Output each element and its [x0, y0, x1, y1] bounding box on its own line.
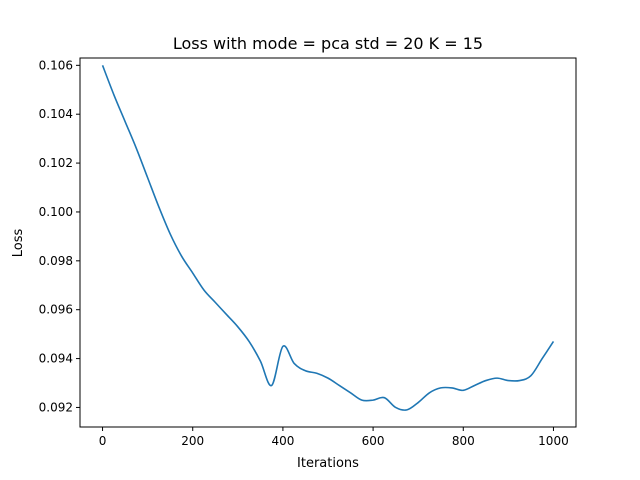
x-tick-label: 600 [362, 434, 385, 448]
y-tick-label: 0.092 [39, 400, 73, 414]
x-tick-label: 800 [452, 434, 475, 448]
chart-title: Loss with mode = pca std = 20 K = 15 [173, 34, 483, 53]
y-tick-label: 0.096 [39, 303, 73, 317]
x-tick-label: 0 [99, 434, 107, 448]
y-tick-label: 0.106 [39, 58, 73, 72]
y-tick-label: 0.094 [39, 352, 73, 366]
x-axis: 0 200 400 600 800 1000 [99, 427, 569, 448]
y-tick-label: 0.100 [39, 205, 73, 219]
y-tick-label: 0.098 [39, 254, 73, 268]
x-tick-label: 1000 [538, 434, 569, 448]
y-tick-label: 0.102 [39, 156, 73, 170]
plot-frame [79, 57, 577, 428]
y-axis: 0.092 0.094 0.096 0.098 0.100 0.102 0.104 0.106 [39, 58, 80, 414]
y-axis-label: Loss [11, 229, 26, 258]
plot-area [101, 65, 555, 411]
x-axis-label: Iterations [297, 456, 359, 471]
loss-series-line [101, 65, 555, 411]
y-tick-label: 0.104 [39, 107, 73, 121]
x-tick-label: 200 [181, 434, 204, 448]
x-tick-label: 400 [271, 434, 294, 448]
